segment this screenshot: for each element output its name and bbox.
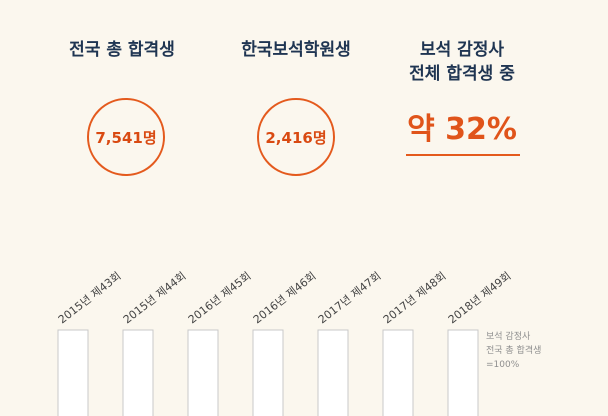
ratio-value: 약 32% (407, 112, 517, 147)
stat-circle-national: 7,541명 (87, 98, 165, 176)
stat-value-academy: 2,416명 (265, 128, 327, 147)
bar-5 (317, 329, 349, 416)
stat-title-academy: 한국보석학원생 (241, 40, 351, 60)
stat-title-national: 전국 총 합격생 (69, 40, 175, 60)
bar-4 (252, 329, 284, 416)
ratio-underline (406, 154, 520, 156)
chart-note: 보석 감정사 전국 총 합격생 =100% (486, 330, 541, 372)
chart-note-line1: 보석 감정사 (486, 332, 531, 342)
bar-label-3: 2016년 제45회 (186, 269, 254, 326)
bar-label-7: 2018년 제49회 (446, 269, 514, 326)
bar-3 (187, 329, 219, 416)
bar-label-2: 2015년 제44회 (121, 269, 189, 326)
bar-1 (57, 329, 89, 416)
chart-note-line3: =100% (486, 360, 520, 370)
bar-2 (122, 329, 154, 416)
ratio-title-line2: 전체 합격생 중 (409, 64, 515, 84)
stat-circle-academy: 2,416명 (257, 98, 335, 176)
ratio-title-line1: 보석 감정사 (419, 40, 505, 60)
bar-label-5: 2017년 제47회 (316, 269, 384, 326)
bar-label-4: 2016년 제46회 (251, 269, 319, 326)
bar-label-6: 2017년 제48회 (381, 269, 449, 326)
chart-note-line2: 전국 총 합격생 (486, 346, 542, 356)
bar-7 (447, 329, 479, 416)
stat-value-national: 7,541명 (95, 128, 157, 147)
bar-label-1: 2015년 제43회 (56, 269, 124, 326)
bar-6 (382, 329, 414, 416)
ratio-title: 보석 감정사 전체 합격생 중 (392, 38, 532, 86)
